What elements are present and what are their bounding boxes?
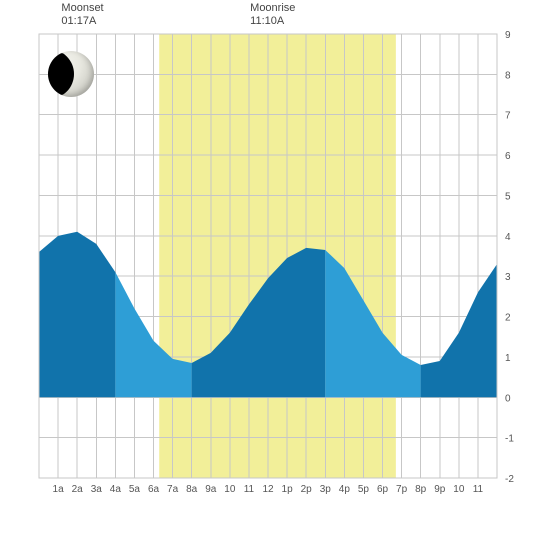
y-tick-label: -1 [505,434,514,445]
y-tick-label: 2 [505,313,511,324]
x-tick-label: 2p [301,484,313,495]
tide-chart: -2-101234567891a2a3a4a5a6a7a8a9a1011121p… [35,30,525,502]
x-tick-label: 6a [148,484,160,495]
x-tick-label: 2a [72,484,84,495]
x-tick-label: 1a [53,484,65,495]
x-tick-label: 6p [377,484,389,495]
x-tick-label: 1p [282,484,294,495]
y-tick-label: -2 [505,474,514,485]
y-tick-label: 3 [505,272,511,283]
x-tick-label: 7a [167,484,179,495]
y-tick-label: 1 [505,353,511,364]
x-tick-label: 9a [205,484,217,495]
moonrise-title: Moonrise [250,2,295,14]
moonset-label: Moonset 01:17A [61,2,103,28]
x-tick-label: 10 [224,484,236,495]
y-tick-label: 5 [505,191,511,202]
x-tick-label: 4p [339,484,351,495]
y-tick-label: 4 [505,232,511,243]
moonrise-time: 11:10A [250,15,284,27]
x-tick-label: 5a [129,484,141,495]
x-tick-label: 9p [434,484,446,495]
moonset-title: Moonset [61,2,103,14]
y-tick-label: 7 [505,111,511,122]
y-tick-label: 8 [505,70,511,81]
x-tick-label: 8p [415,484,427,495]
moonset-time: 01:17A [61,15,96,27]
x-tick-label: 11 [473,484,484,495]
x-tick-label: 4a [110,484,122,495]
x-tick-label: 7p [396,484,408,495]
y-tick-label: 6 [505,151,511,162]
y-tick-label: 0 [505,393,511,404]
x-tick-label: 12 [262,484,274,495]
x-tick-label: 8a [186,484,198,495]
x-tick-label: 5p [358,484,370,495]
x-tick-label: 3a [91,484,103,495]
x-tick-label: 10 [453,484,465,495]
x-tick-label: 3p [320,484,332,495]
y-tick-label: 9 [505,30,511,41]
x-tick-label: 11 [244,484,255,495]
moonrise-label: Moonrise 11:10A [250,2,295,28]
